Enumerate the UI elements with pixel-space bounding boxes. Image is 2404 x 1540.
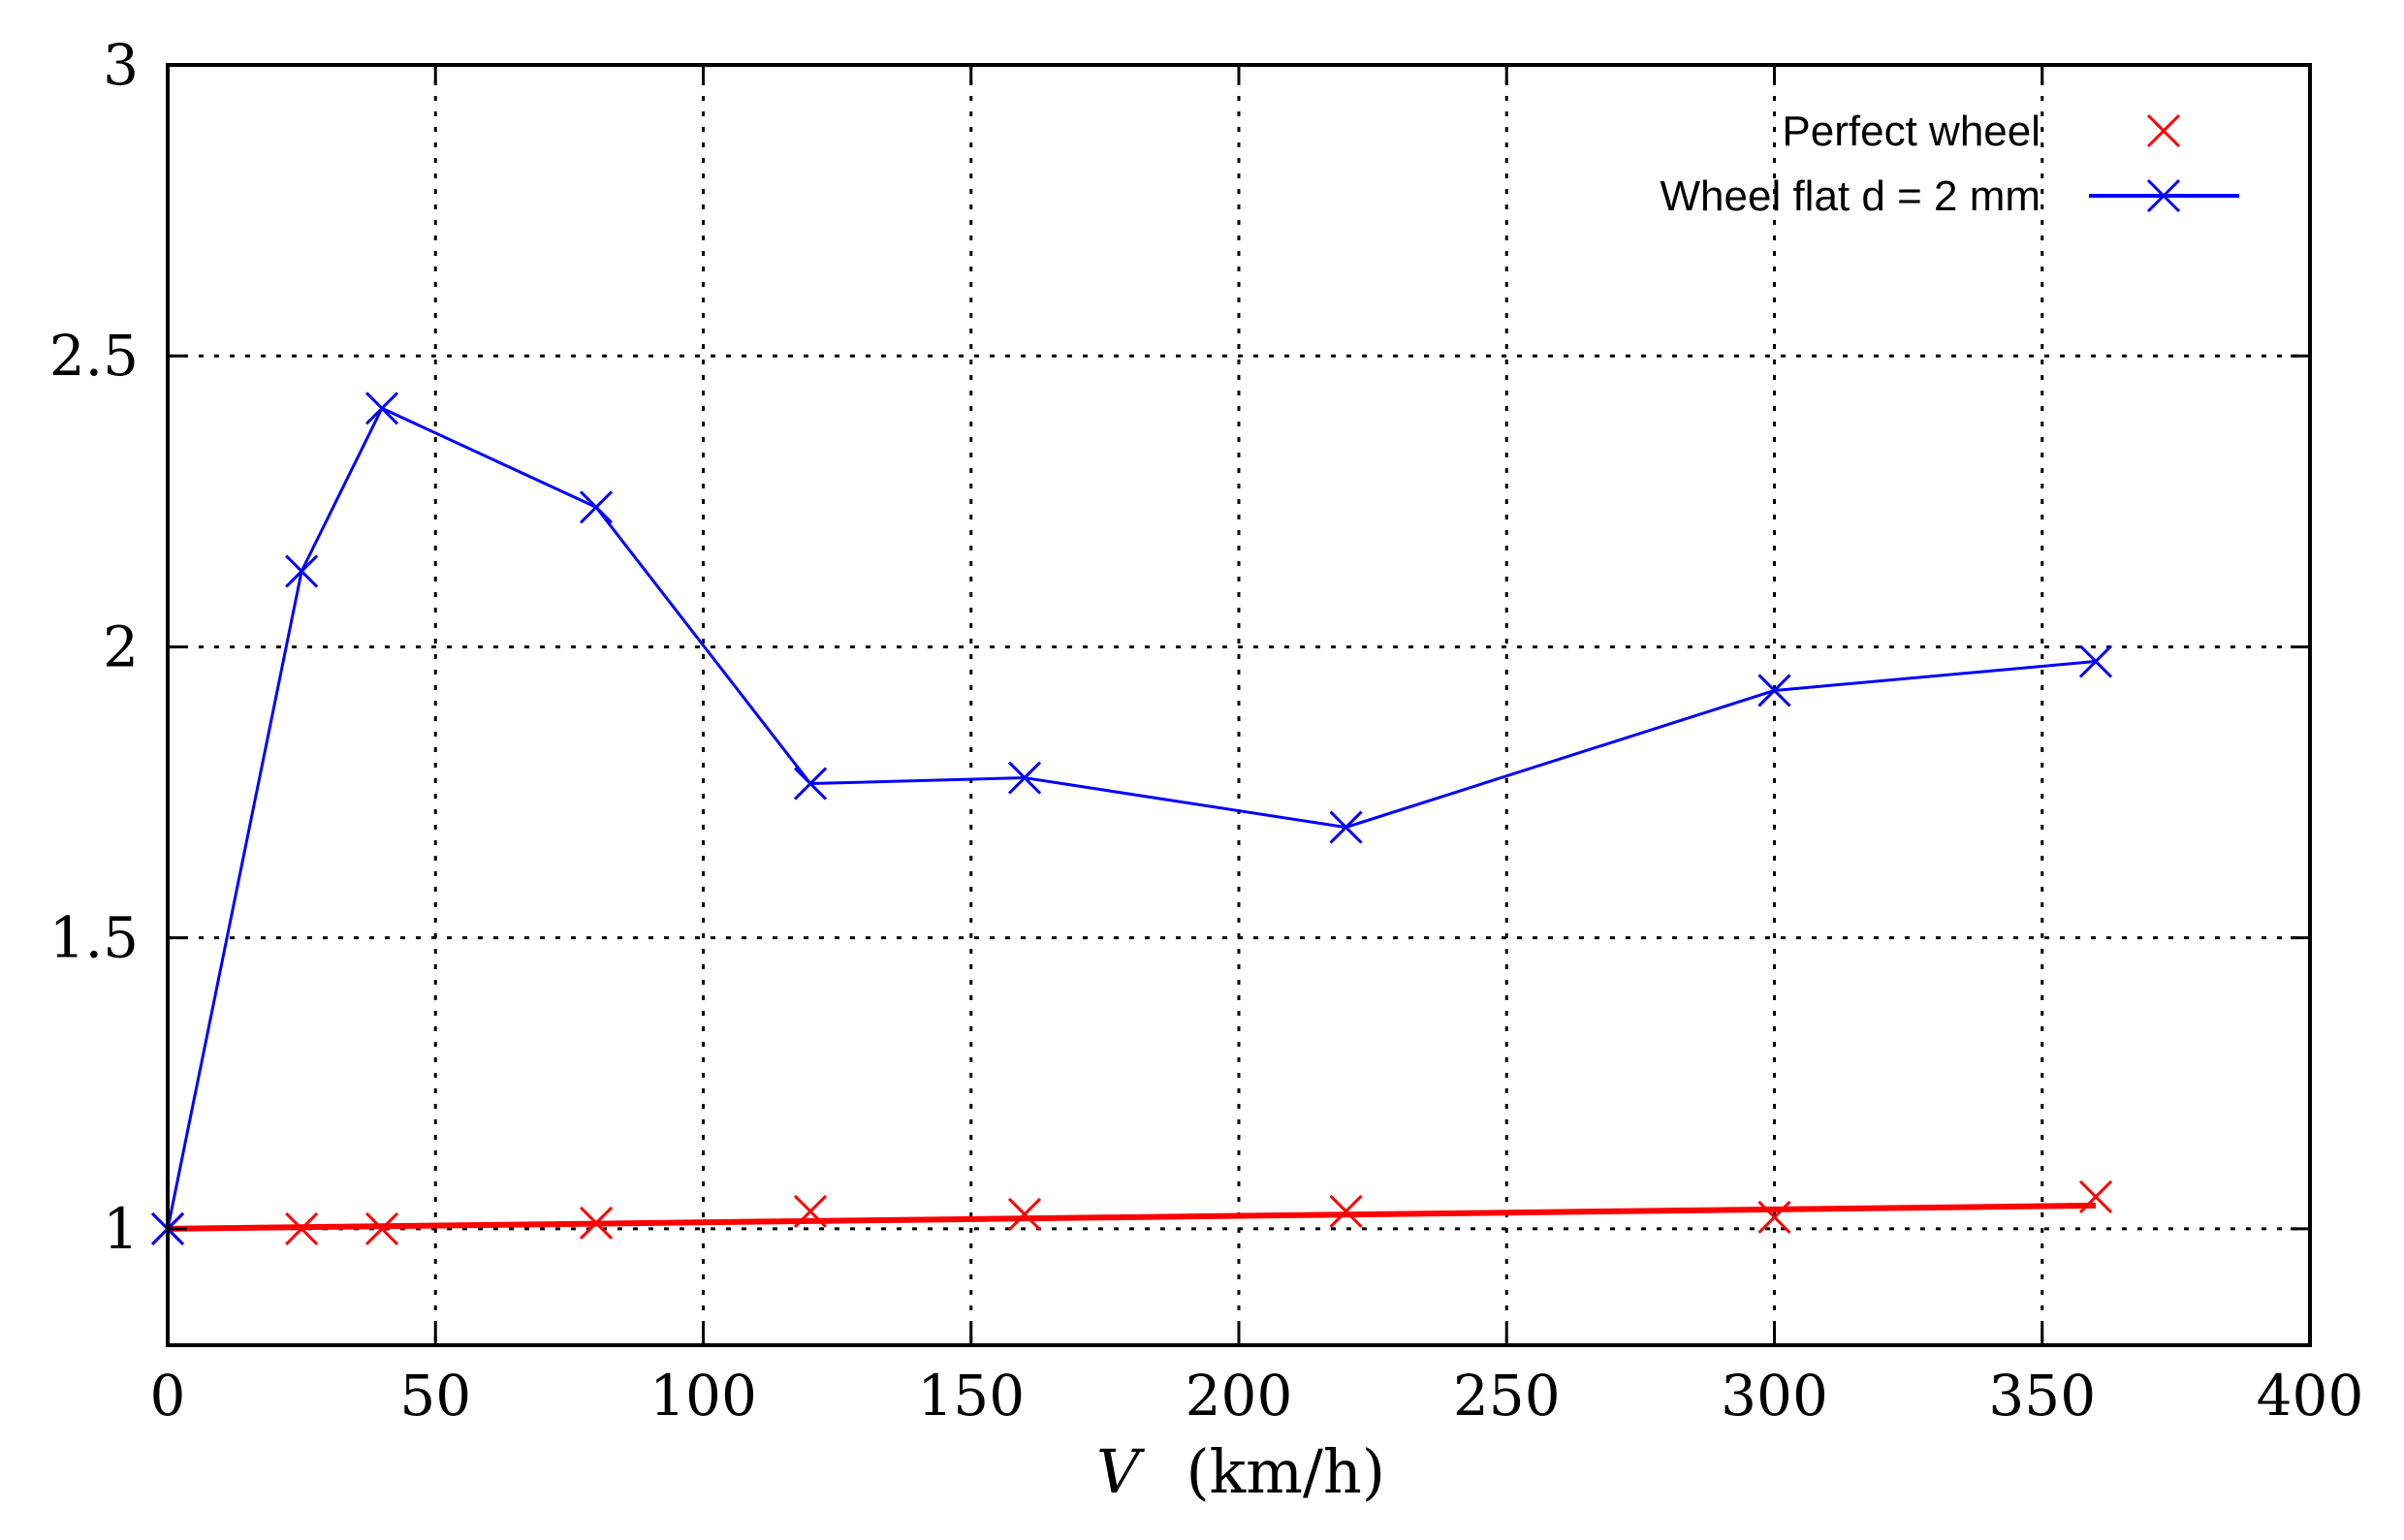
marker-stroke <box>364 392 399 425</box>
x-tick-label: 250 <box>1453 1363 1561 1429</box>
data-point <box>1007 761 1042 795</box>
series-perfect-wheel-fit <box>167 1202 2097 1232</box>
data-point <box>1329 810 1363 844</box>
legend-label: Perfect wheel <box>1782 108 2040 155</box>
legend-item-wheel-flat-d-2-mm: Wheel flat d = 2 mm <box>1661 173 2239 220</box>
x-tick-label: 100 <box>649 1363 757 1429</box>
data-point <box>1007 1197 1042 1231</box>
marker-stroke <box>2146 178 2181 213</box>
legend: Perfect wheel Wheel flat d = 2 mm <box>1661 108 2239 220</box>
x-axis-title: V (km/h) <box>1096 1436 1385 1507</box>
marker-stroke <box>793 767 828 801</box>
x-tick-label: 150 <box>917 1363 1025 1429</box>
marker-stroke <box>2078 644 2113 678</box>
axis-ticks: 0 50 100 150 200 250 300 350 400 1 1.5 2 2.5 3 <box>49 32 2364 1429</box>
x-tick-label: 400 <box>2257 1363 2364 1429</box>
grid <box>168 65 2310 1345</box>
marker-stroke <box>579 490 614 524</box>
data-point <box>579 490 614 524</box>
x-tick-label: 200 <box>1186 1363 1293 1429</box>
data-point <box>2078 644 2113 678</box>
series-wheel-flat-d-2-mm <box>150 392 2113 1245</box>
y-tick-label: 3 <box>103 32 139 98</box>
legend-item-perfect-wheel: Perfect wheel <box>1782 108 2181 155</box>
data-point <box>1757 674 1791 707</box>
x-tick-label: 50 <box>399 1363 471 1429</box>
series-line <box>166 406 2097 1230</box>
x-tick-label: 300 <box>1721 1363 1828 1429</box>
legend-marker <box>2146 113 2181 148</box>
marker-stroke <box>2146 113 2181 148</box>
data-point <box>1329 1194 1363 1228</box>
x-tick-label: 0 <box>150 1363 186 1429</box>
plot-series <box>150 392 2113 1245</box>
legend-label: Wheel flat d = 2 mm <box>1661 173 2040 220</box>
x-axis-variable: V <box>1096 1436 1146 1507</box>
y-tick-label: 2 <box>103 613 139 679</box>
series-perfect-wheel <box>150 1179 2113 1245</box>
marker-stroke <box>285 554 319 588</box>
data-point <box>285 554 319 588</box>
marker-stroke <box>1007 1197 1042 1231</box>
y-tick-label: 1.5 <box>49 905 139 971</box>
marker-stroke <box>1329 810 1363 844</box>
y-tick-label: 1 <box>103 1196 139 1262</box>
marker-stroke <box>1007 761 1042 795</box>
data-point <box>364 392 399 425</box>
y-tick-label: 2.5 <box>49 323 139 389</box>
legend-marker <box>2146 178 2181 213</box>
x-axis-unit: (km/h) <box>1186 1436 1385 1507</box>
fit-line <box>167 1202 2097 1232</box>
marker-stroke <box>1329 1194 1363 1228</box>
data-point <box>793 767 828 801</box>
x-tick-label: 350 <box>1988 1363 2096 1429</box>
marker-stroke <box>1757 674 1791 707</box>
